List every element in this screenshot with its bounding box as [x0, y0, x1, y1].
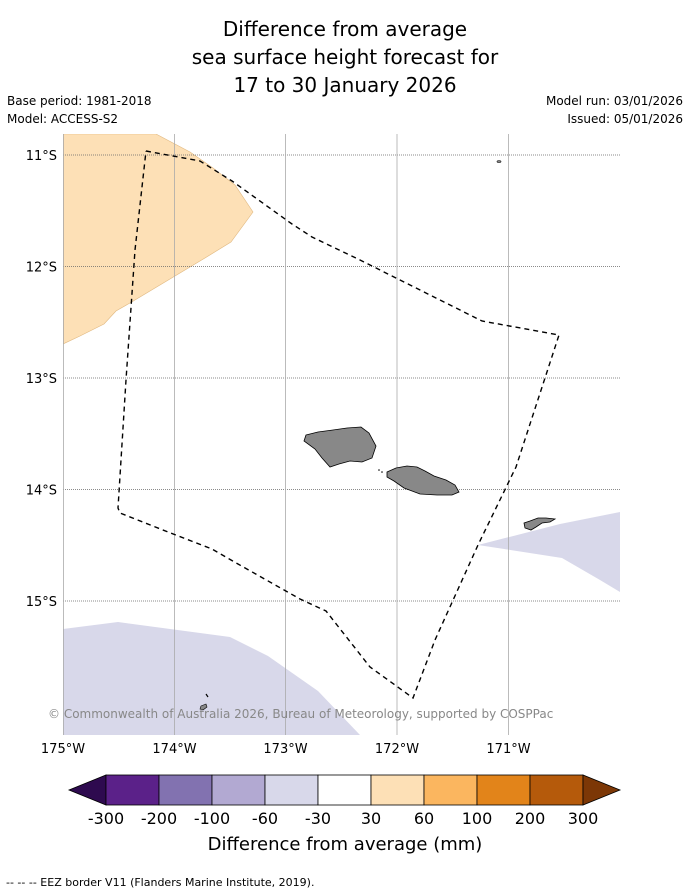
copyright-notice: © Commonwealth of Australia 2026, Bureau…: [48, 707, 553, 721]
title-line-1: Difference from average: [222, 17, 468, 41]
base-period-label: Base period: 1981-2018: [7, 94, 152, 108]
issued-label: Issued: 05/01/2026: [567, 112, 683, 126]
lon-label-174w: 174°W: [152, 742, 196, 757]
island-swains: [496, 160, 502, 163]
island-niuafoou: [199, 703, 208, 711]
colorbar-seg-2: [158, 774, 213, 806]
colorbar-tick-label: -100: [194, 809, 230, 828]
positive-anomaly-region: [63, 134, 254, 345]
lat-label-12s: 12°S: [26, 261, 57, 276]
colorbar-seg-8: [476, 774, 531, 806]
lat-label-13s: 13°S: [26, 372, 57, 387]
colorbar-high-extend: [582, 774, 622, 806]
lat-label-14s: 14°S: [26, 484, 57, 499]
colorbar-title: Difference from average (mm): [208, 834, 483, 855]
colorbar-tick-label: 60: [414, 809, 434, 828]
colorbar-tick-label: -30: [305, 809, 331, 828]
colorbar-seg-6: [370, 774, 425, 806]
colorbar-seg-7: [423, 774, 478, 806]
lat-label-11s: 11°S: [26, 149, 57, 164]
colorbar-tick-label: 30: [361, 809, 381, 828]
colorbar-tick-label: -200: [141, 809, 177, 828]
map-plot-area: [63, 134, 620, 735]
eez-footnote: -- -- -- EEZ border V11 (Flanders Marine…: [6, 876, 315, 889]
colorbar-seg-4: [264, 774, 319, 806]
colorbar-tick-label: 100: [462, 809, 493, 828]
lat-label-15s: 15°S: [26, 595, 57, 610]
colorbar-seg-3: [211, 774, 266, 806]
eez-border: [117, 150, 560, 700]
latitude-labels: 11°S 12°S 13°S 14°S 15°S: [26, 149, 57, 610]
negative-anomaly-region-east: [478, 512, 620, 592]
model-run-label: Model run: 03/01/2026: [545, 94, 683, 108]
colorbar-low-extend: [67, 774, 107, 806]
colorbar-tick-label: 300: [568, 809, 599, 828]
colorbar-tick-label: -300: [88, 809, 124, 828]
colorbar-tick-label: -60: [252, 809, 278, 828]
lon-label-171w: 171°W: [486, 742, 530, 757]
gridlines: [63, 134, 620, 735]
lon-label-173w: 173°W: [263, 742, 307, 757]
colorbar: -300 -200 -100 -60 -30 30 60 100 200 300…: [67, 774, 622, 855]
lon-label-175w: 175°W: [41, 742, 85, 757]
colorbar-seg-9: [529, 774, 584, 806]
island-tutuila: [523, 517, 557, 531]
colorbar-tick-label: 200: [515, 809, 546, 828]
colorbar-seg-1: [105, 774, 160, 806]
island-upolu: [386, 465, 460, 496]
colorbar-seg-5: [317, 774, 372, 806]
title-line-3: 17 to 30 January 2026: [233, 73, 457, 97]
model-label: Model: ACCESS-S2: [7, 112, 119, 126]
title-line-2: sea surface height forecast for: [191, 45, 499, 69]
island-savaii: [303, 426, 377, 468]
map-title: Difference from average sea surface heig…: [0, 15, 690, 99]
lon-label-172w: 172°W: [375, 742, 419, 757]
longitude-labels: 175°W 174°W 173°W 172°W 171°W: [41, 742, 531, 757]
